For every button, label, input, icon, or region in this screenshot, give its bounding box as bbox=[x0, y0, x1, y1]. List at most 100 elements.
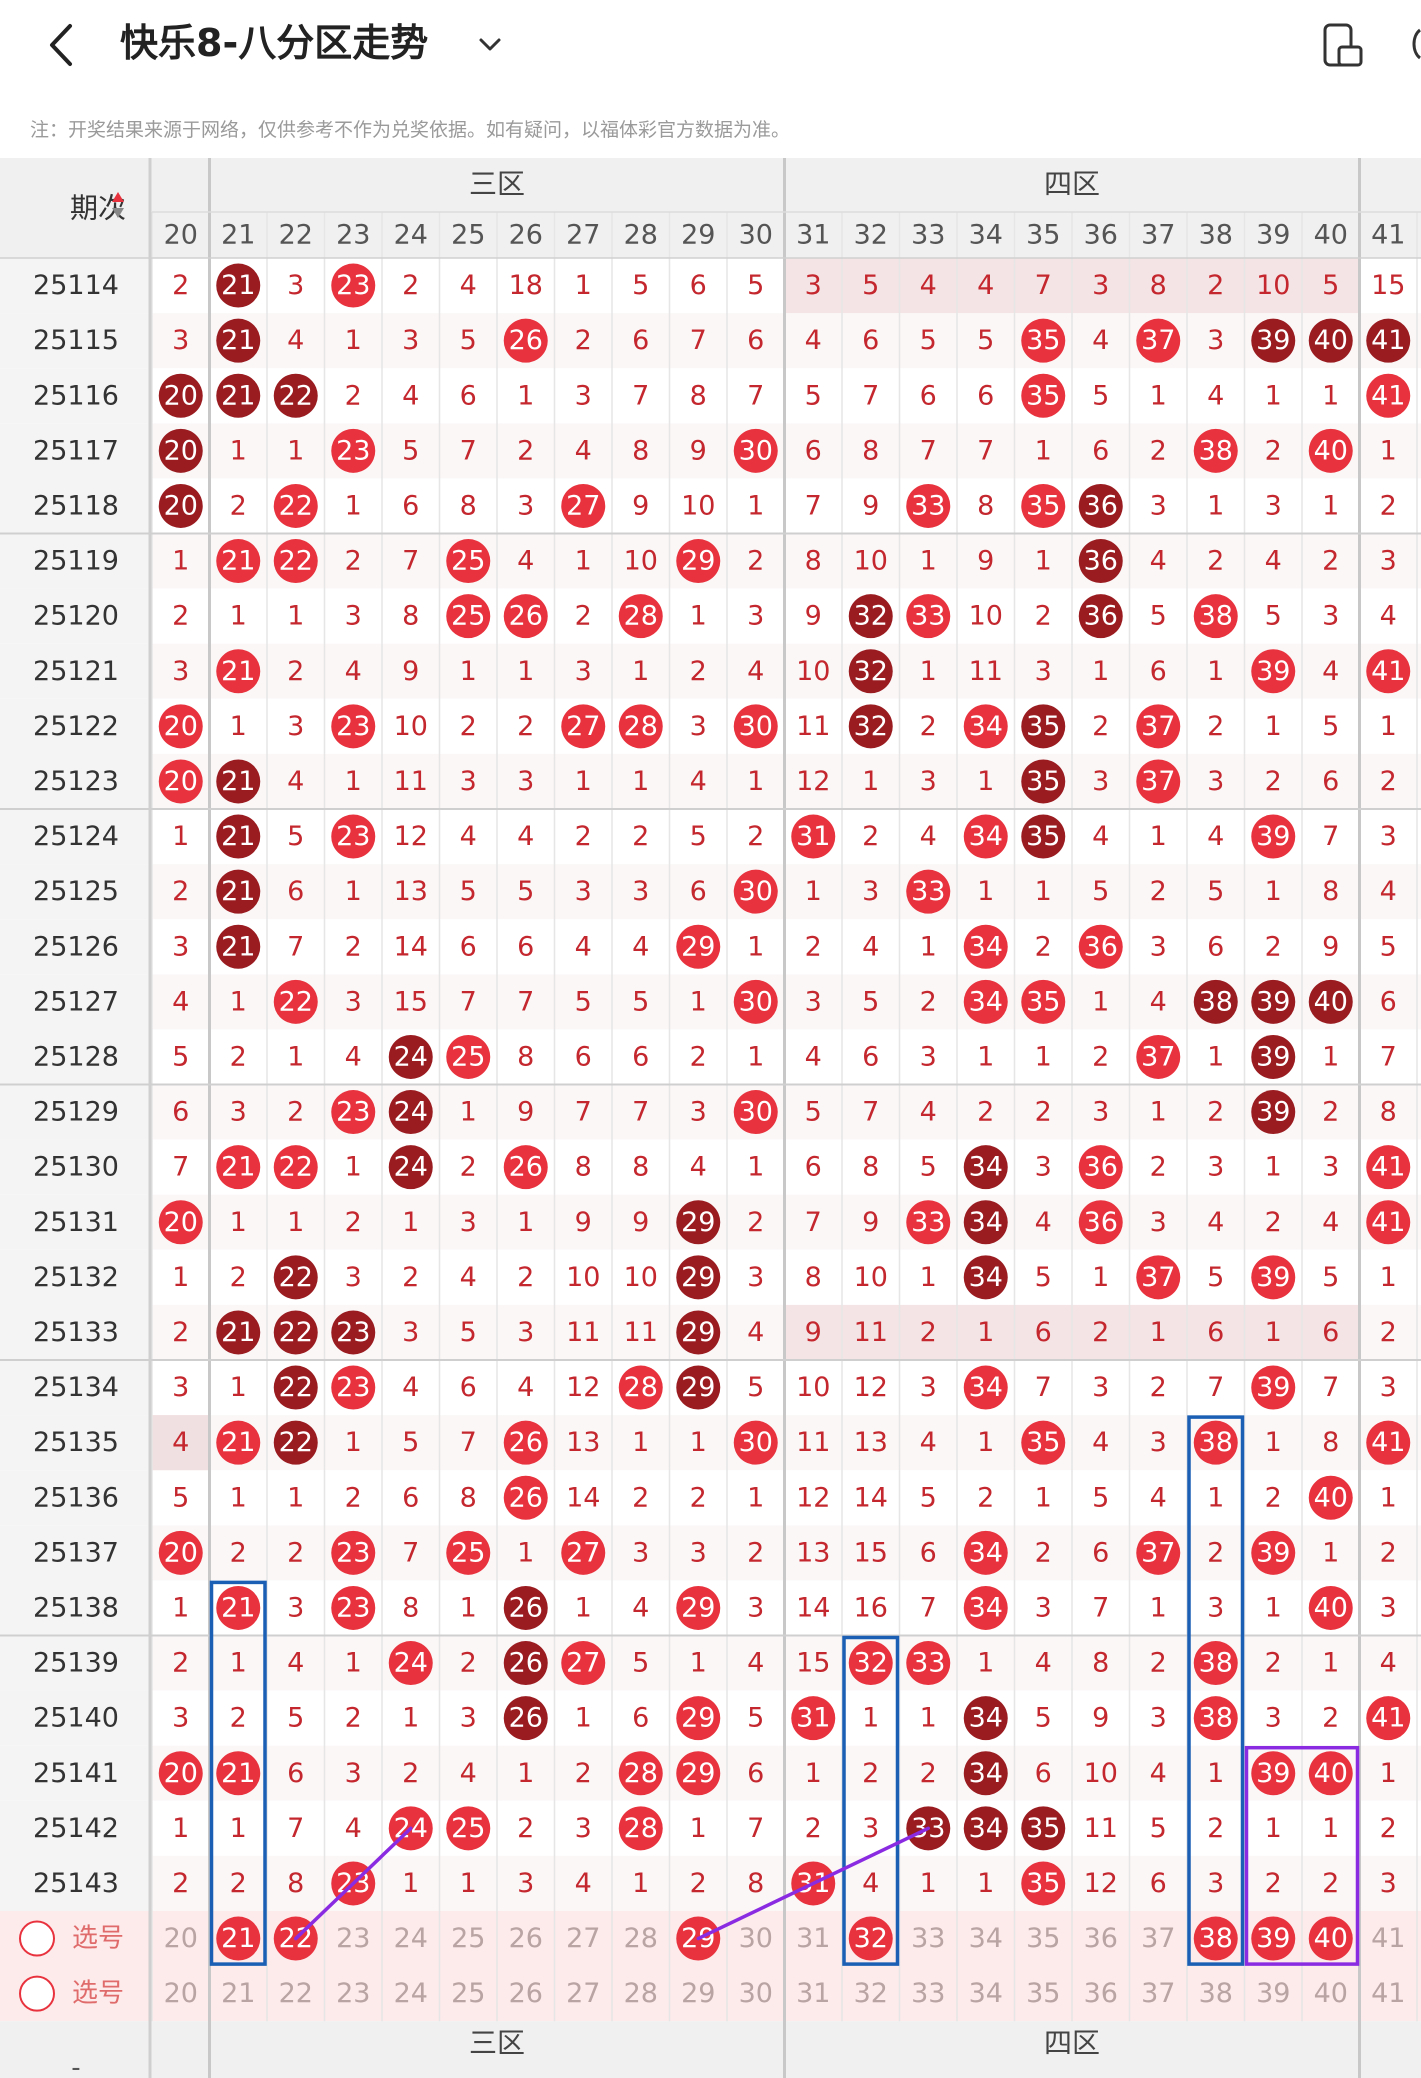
omission-value: 10 bbox=[624, 546, 658, 577]
select-number-28[interactable]: 28 bbox=[624, 1978, 658, 2009]
select-number-26[interactable]: 26 bbox=[509, 1923, 543, 1954]
select-radio-1[interactable] bbox=[19, 1920, 55, 1957]
omission-value: 14 bbox=[394, 931, 428, 962]
omission-value: 3 bbox=[402, 325, 419, 356]
omission-value: 11 bbox=[796, 1427, 830, 1458]
more-icon[interactable] bbox=[1408, 26, 1421, 62]
row-bg bbox=[152, 1249, 1421, 1305]
drawn-ball-number: 23 bbox=[336, 1537, 370, 1568]
sort-arrows-icon[interactable] bbox=[112, 192, 124, 202]
phone-rotate-icon[interactable] bbox=[1322, 22, 1366, 70]
picked-ball-21[interactable] bbox=[216, 1916, 261, 1961]
omission-value: 4 bbox=[805, 325, 822, 356]
select-number-36[interactable]: 36 bbox=[1084, 1978, 1118, 2009]
omission-value: 12 bbox=[796, 766, 830, 797]
drawn-ball-39 bbox=[1251, 1034, 1296, 1079]
disclaimer-notice: 注：开奖结果来源于网络，仅供参考不作为兑奖依据。如有疑问，以福体彩官方数据为准。 bbox=[30, 119, 791, 141]
picked-ball-32[interactable] bbox=[848, 1916, 893, 1961]
select-number-30[interactable]: 30 bbox=[739, 1978, 773, 2009]
omission-value: 3 bbox=[1207, 1152, 1224, 1183]
omission-value: 9 bbox=[632, 1207, 649, 1238]
picked-ball-number[interactable]: 32 bbox=[854, 1923, 888, 1954]
picked-ball-38[interactable] bbox=[1193, 1916, 1238, 1961]
omission-value: 5 bbox=[862, 270, 879, 301]
select-number-36[interactable]: 36 bbox=[1084, 1923, 1118, 1954]
row-bg bbox=[152, 368, 1421, 424]
drawn-ball-20 bbox=[158, 1751, 203, 1796]
select-number-33[interactable]: 33 bbox=[911, 1923, 945, 1954]
select-number-38[interactable]: 38 bbox=[1199, 1978, 1233, 2009]
picked-ball-number[interactable]: 21 bbox=[221, 1923, 255, 1954]
row-bg bbox=[152, 864, 1421, 920]
select-number-28[interactable]: 28 bbox=[624, 1923, 658, 1954]
select-number-39[interactable]: 39 bbox=[1256, 1978, 1290, 2009]
picked-ball-number[interactable]: 38 bbox=[1199, 1923, 1233, 1954]
picked-ball-39[interactable] bbox=[1251, 1916, 1296, 1961]
select-number-26[interactable]: 26 bbox=[509, 1978, 543, 2009]
select-number-37[interactable]: 37 bbox=[1141, 1923, 1175, 1954]
select-label-1[interactable]: 选号 bbox=[72, 1924, 124, 1954]
select-number-31[interactable]: 31 bbox=[796, 1923, 830, 1954]
picked-ball-40[interactable] bbox=[1308, 1916, 1353, 1961]
omission-value: 2 bbox=[920, 1758, 937, 1789]
picked-ball-number[interactable]: 39 bbox=[1256, 1923, 1290, 1954]
select-number-32[interactable]: 32 bbox=[854, 1978, 888, 2009]
select-number-20[interactable]: 20 bbox=[164, 1923, 198, 1954]
omission-value: 3 bbox=[1150, 490, 1167, 521]
select-number-41[interactable]: 41 bbox=[1371, 1978, 1405, 2009]
select-number-23[interactable]: 23 bbox=[336, 1978, 370, 2009]
select-number-29[interactable]: 29 bbox=[681, 1978, 715, 2009]
drawn-ball-number: 41 bbox=[1371, 656, 1405, 687]
omission-value: 4 bbox=[1150, 546, 1167, 577]
select-number-35[interactable]: 35 bbox=[1026, 1978, 1060, 2009]
select-number-25[interactable]: 25 bbox=[451, 1978, 485, 2009]
chevron-left-icon[interactable] bbox=[42, 20, 82, 70]
omission-value: 7 bbox=[747, 1813, 764, 1844]
select-number-31[interactable]: 31 bbox=[796, 1978, 830, 2009]
select-number-40[interactable]: 40 bbox=[1314, 1978, 1348, 2009]
select-number-21[interactable]: 21 bbox=[221, 1978, 255, 2009]
select-number-30[interactable]: 30 bbox=[739, 1923, 773, 1954]
select-number-41[interactable]: 41 bbox=[1371, 1923, 1405, 1954]
issue-cell-bg bbox=[0, 1304, 152, 1360]
drawn-ball-number: 41 bbox=[1371, 325, 1405, 356]
select-number-34[interactable]: 34 bbox=[969, 1978, 1003, 2009]
omission-value: 1 bbox=[230, 1372, 247, 1403]
chevron-down-icon[interactable] bbox=[475, 30, 505, 60]
drawn-ball-number: 38 bbox=[1199, 1703, 1233, 1734]
drawn-ball-34 bbox=[963, 704, 1008, 749]
drawn-ball-30 bbox=[733, 428, 778, 473]
drawn-ball-number: 34 bbox=[969, 1703, 1003, 1734]
issue-number: 25131 bbox=[33, 1207, 119, 1238]
omission-value: 8 bbox=[690, 380, 707, 411]
omission-value: 1 bbox=[345, 766, 362, 797]
omission-value: 5 bbox=[920, 1482, 937, 1513]
omission-value: 2 bbox=[1207, 1813, 1224, 1844]
issue-number: 25122 bbox=[33, 711, 119, 742]
omission-value: 7 bbox=[1035, 1372, 1052, 1403]
select-number-33[interactable]: 33 bbox=[911, 1978, 945, 2009]
select-number-24[interactable]: 24 bbox=[394, 1923, 428, 1954]
omission-value: 1 bbox=[575, 546, 592, 577]
select-number-27[interactable]: 27 bbox=[566, 1923, 600, 1954]
drawn-ball-34 bbox=[963, 979, 1008, 1024]
omission-value: 8 bbox=[1380, 1097, 1397, 1128]
omission-value: 5 bbox=[172, 1041, 189, 1072]
select-number-25[interactable]: 25 bbox=[451, 1923, 485, 1954]
select-number-34[interactable]: 34 bbox=[969, 1923, 1003, 1954]
select-label-2[interactable]: 选号 bbox=[72, 1979, 124, 2009]
select-number-35[interactable]: 35 bbox=[1026, 1923, 1060, 1954]
select-number-20[interactable]: 20 bbox=[164, 1978, 198, 2009]
select-number-24[interactable]: 24 bbox=[394, 1978, 428, 2009]
drawn-ball-number: 26 bbox=[509, 1648, 543, 1679]
omission-value: 5 bbox=[402, 435, 419, 466]
select-number-37[interactable]: 37 bbox=[1141, 1978, 1175, 2009]
drawn-ball-number: 29 bbox=[681, 1758, 715, 1789]
omission-value: 2 bbox=[460, 711, 477, 742]
select-number-22[interactable]: 22 bbox=[279, 1978, 313, 2009]
omission-value: 16 bbox=[854, 1592, 888, 1623]
select-number-23[interactable]: 23 bbox=[336, 1923, 370, 1954]
select-radio-2[interactable] bbox=[19, 1975, 55, 2012]
picked-ball-number[interactable]: 40 bbox=[1314, 1923, 1348, 1954]
select-number-27[interactable]: 27 bbox=[566, 1978, 600, 2009]
